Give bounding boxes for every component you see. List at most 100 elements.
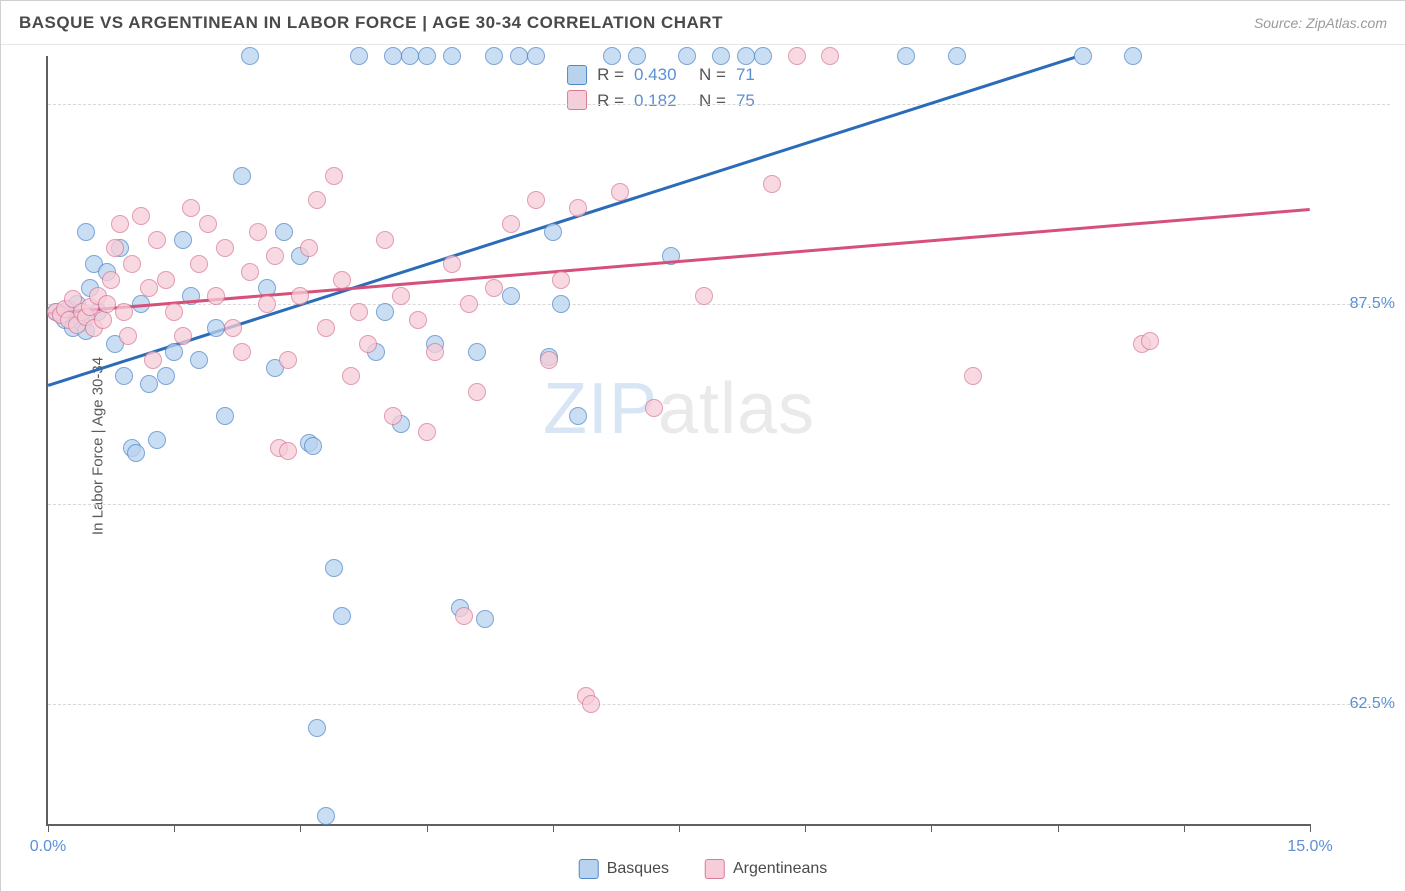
gridline xyxy=(48,504,1390,505)
data-point xyxy=(476,610,494,628)
data-point xyxy=(502,215,520,233)
data-point xyxy=(132,207,150,225)
data-point xyxy=(140,279,158,297)
stats-row: R =0.430N =71 xyxy=(567,62,791,88)
data-point xyxy=(115,367,133,385)
data-point xyxy=(258,295,276,313)
x-tick xyxy=(1058,824,1059,832)
data-point xyxy=(233,343,251,361)
x-tick xyxy=(1310,824,1311,832)
title-bar: BASQUE VS ARGENTINEAN IN LABOR FORCE | A… xyxy=(1,1,1405,45)
data-point xyxy=(544,223,562,241)
data-point xyxy=(392,287,410,305)
data-point xyxy=(569,199,587,217)
stat-n-label: N = xyxy=(699,62,726,88)
x-tick-label: 0.0% xyxy=(30,838,66,856)
data-point xyxy=(754,47,772,65)
data-point xyxy=(111,215,129,233)
source-prefix: Source: xyxy=(1254,15,1306,31)
data-point xyxy=(460,295,478,313)
plot-area: ZIPatlas R =0.430N =71R =0.182N =75 62.5… xyxy=(46,56,1310,826)
data-point xyxy=(233,167,251,185)
data-point xyxy=(964,367,982,385)
data-point xyxy=(678,47,696,65)
data-point xyxy=(350,47,368,65)
data-point xyxy=(207,319,225,337)
data-point xyxy=(1141,332,1159,350)
legend-label: Argentineans xyxy=(733,860,827,878)
data-point xyxy=(628,47,646,65)
data-point xyxy=(77,223,95,241)
data-point xyxy=(325,559,343,577)
x-tick-label: 15.0% xyxy=(1287,838,1332,856)
stat-r-value: 0.430 xyxy=(634,62,689,88)
data-point xyxy=(279,442,297,460)
data-point xyxy=(333,271,351,289)
data-point xyxy=(174,231,192,249)
data-point xyxy=(98,295,116,313)
data-point xyxy=(102,271,120,289)
data-point xyxy=(325,167,343,185)
data-point xyxy=(418,47,436,65)
data-point xyxy=(157,367,175,385)
data-point xyxy=(317,807,335,825)
data-point xyxy=(569,407,587,425)
gridline xyxy=(48,104,1390,105)
data-point xyxy=(304,437,322,455)
x-tick xyxy=(300,824,301,832)
data-point xyxy=(182,199,200,217)
stat-r-value: 0.182 xyxy=(634,88,689,114)
data-point xyxy=(241,47,259,65)
stat-n-value: 75 xyxy=(736,88,791,114)
data-point xyxy=(468,343,486,361)
data-point xyxy=(157,271,175,289)
data-point xyxy=(527,191,545,209)
data-point xyxy=(148,431,166,449)
x-tick xyxy=(553,824,554,832)
source-attribution: Source: ZipAtlas.com xyxy=(1254,15,1387,31)
data-point xyxy=(144,351,162,369)
legend-swatch xyxy=(579,859,599,879)
data-point xyxy=(115,303,133,321)
data-point xyxy=(190,351,208,369)
data-point xyxy=(510,47,528,65)
data-point xyxy=(266,247,284,265)
data-point xyxy=(401,47,419,65)
data-point xyxy=(119,327,137,345)
data-point xyxy=(552,295,570,313)
chart-title: BASQUE VS ARGENTINEAN IN LABOR FORCE | A… xyxy=(19,13,723,33)
data-point xyxy=(376,303,394,321)
data-point xyxy=(216,239,234,257)
y-tick-label: 87.5% xyxy=(1350,295,1395,313)
data-point xyxy=(384,47,402,65)
stat-n-value: 71 xyxy=(736,62,791,88)
x-tick xyxy=(174,824,175,832)
stat-n-label: N = xyxy=(699,88,726,114)
data-point xyxy=(350,303,368,321)
data-point xyxy=(123,255,141,273)
data-point xyxy=(485,279,503,297)
x-tick xyxy=(679,824,680,832)
x-tick xyxy=(48,824,49,832)
y-tick-label: 62.5% xyxy=(1350,695,1395,713)
data-point xyxy=(611,183,629,201)
data-point xyxy=(426,343,444,361)
legend-item: Argentineans xyxy=(705,859,827,879)
chart-container: BASQUE VS ARGENTINEAN IN LABOR FORCE | A… xyxy=(0,0,1406,892)
data-point xyxy=(1124,47,1142,65)
data-point xyxy=(821,47,839,65)
stat-r-label: R = xyxy=(597,88,624,114)
correlation-stats-box: R =0.430N =71R =0.182N =75 xyxy=(555,56,803,119)
data-point xyxy=(140,375,158,393)
data-point xyxy=(165,303,183,321)
x-tick xyxy=(931,824,932,832)
data-point xyxy=(409,311,427,329)
legend-swatch xyxy=(567,65,587,85)
data-point xyxy=(359,335,377,353)
data-point xyxy=(384,407,402,425)
data-point xyxy=(695,287,713,305)
source-name: ZipAtlas.com xyxy=(1306,15,1387,31)
data-point xyxy=(552,271,570,289)
data-point xyxy=(502,287,520,305)
data-point xyxy=(603,47,621,65)
